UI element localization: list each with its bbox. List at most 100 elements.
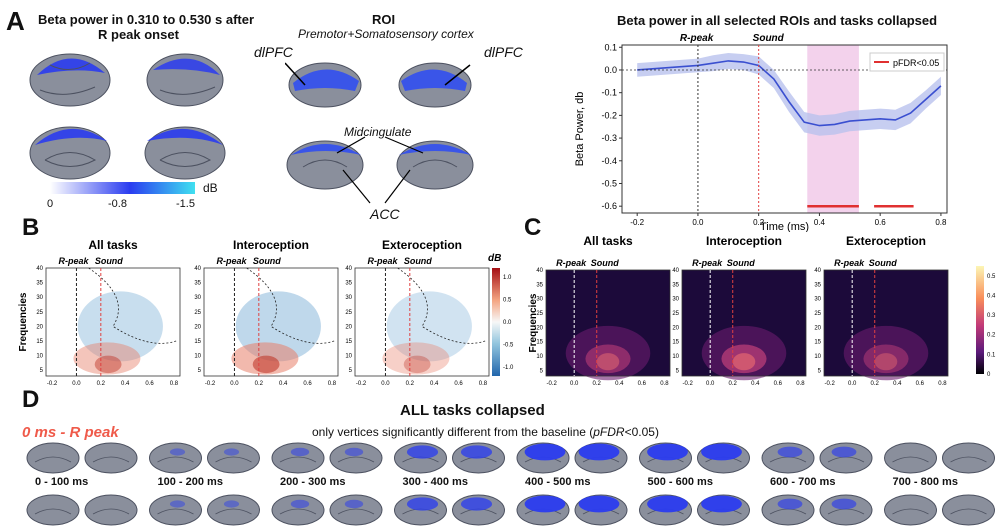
panelC-ytick-1-4: 20 bbox=[672, 325, 679, 331]
window-3-activation-2 bbox=[406, 497, 439, 511]
window-0-sulcus-0 bbox=[34, 456, 72, 463]
panelC-ytick-0-4: 20 bbox=[536, 325, 543, 331]
panelC-ytick-2-6: 10 bbox=[814, 354, 821, 360]
window-1-sulcus-2 bbox=[157, 508, 194, 515]
window-6-activation-1 bbox=[831, 446, 857, 458]
panel-a-title-line1: Beta power in 0.310 to 0.530 s after bbox=[38, 12, 255, 27]
panelC-xtick-1-1: 0.0 bbox=[706, 381, 715, 387]
panelB-xtick-2-0: -0.2 bbox=[356, 381, 367, 387]
panelC-ylabel: Frequencies bbox=[528, 293, 539, 352]
panel-d-note-italic: pFDR bbox=[593, 425, 625, 439]
panelB-frame-0 bbox=[45, 267, 181, 377]
panelC-ytick-0-5: 15 bbox=[536, 340, 543, 346]
panelC-sound-2: Sound bbox=[869, 258, 897, 268]
panelB-xtick-2-3: 0.4 bbox=[430, 381, 439, 387]
panelC-title-0: All tasks bbox=[583, 234, 633, 248]
roi-arrow-dlpfc-right bbox=[444, 64, 471, 86]
colorbar-c bbox=[976, 266, 984, 374]
window-0-brain-1 bbox=[84, 442, 138, 474]
roi-arrow-acc-right bbox=[384, 169, 411, 204]
y-tick-label-6: -0.5 bbox=[601, 178, 617, 188]
panelB-xtick-2-5: 0.8 bbox=[479, 381, 488, 387]
panelC-xtick-1-4: 0.6 bbox=[774, 381, 783, 387]
panelB-bg-0 bbox=[46, 268, 180, 376]
panelB-blue-blob-0 bbox=[77, 291, 163, 362]
roi-brain-medial-right bbox=[396, 140, 474, 190]
panelC-xtick-1-0: -0.2 bbox=[682, 381, 693, 387]
panelB-ytick-2-2: 30 bbox=[345, 295, 352, 301]
panelC-ytick-0-3: 25 bbox=[536, 311, 543, 317]
panelB-ytick-1-4: 20 bbox=[194, 324, 201, 330]
panelC-core-0 bbox=[596, 353, 620, 371]
window-0-brain-0 bbox=[26, 442, 80, 474]
window-label-5: 500 - 600 ms bbox=[647, 476, 713, 488]
window-4-activation-2 bbox=[524, 495, 566, 513]
window-2-activation-3 bbox=[344, 499, 364, 509]
y-tick-label-0: 0.1 bbox=[604, 42, 617, 52]
panelB-xtick-2-2: 0.2 bbox=[406, 381, 415, 387]
window-5-activation-2 bbox=[647, 495, 688, 513]
panelC-xtick-2-3: 0.4 bbox=[893, 381, 902, 387]
roi-brains bbox=[285, 62, 474, 204]
colorbar-a bbox=[50, 182, 195, 194]
panelC-ytick-0-2: 30 bbox=[536, 297, 543, 303]
panelC-ytick-1-2: 30 bbox=[672, 297, 679, 303]
panelB-ytick-1-1: 35 bbox=[194, 281, 201, 287]
window-2-sulcus-3 bbox=[337, 508, 375, 515]
x-tick-label-1: 0.0 bbox=[692, 218, 704, 227]
window-7-brain-0 bbox=[884, 442, 937, 474]
colorbar-a-tick-2: -1.5 bbox=[176, 198, 195, 210]
panelC-ytick-2-3: 25 bbox=[814, 311, 821, 317]
panelB-frame-2 bbox=[354, 267, 490, 377]
panelB-ytick-1-7: 5 bbox=[198, 368, 202, 374]
panelC-xtick-0-4: 0.6 bbox=[638, 381, 647, 387]
panelB-ytick-1-6: 10 bbox=[194, 354, 201, 360]
colorbar-c-tick-2: 0.3 bbox=[987, 313, 996, 319]
panelB-red-core-2 bbox=[403, 355, 431, 374]
window-label-2: 200 - 300 ms bbox=[280, 476, 346, 488]
window-1-sulcus-1 bbox=[215, 456, 252, 463]
panelC-rpeak-0: R-peak bbox=[556, 258, 587, 268]
panelB-ytick-2-7: 5 bbox=[349, 368, 353, 374]
panelB-ytick-0-1: 35 bbox=[36, 281, 43, 287]
window-1-brain-0 bbox=[149, 442, 202, 474]
roi-midcingulate: Midcingulate bbox=[344, 125, 412, 139]
colorbar-a-unit: dB bbox=[203, 181, 218, 195]
y-tick-label-5: -0.4 bbox=[601, 156, 617, 166]
colorbar-b-tick-2: 0.0 bbox=[503, 320, 512, 326]
panelB-rpeak-2: R-peak bbox=[367, 256, 398, 266]
panelB-xtick-1-4: 0.6 bbox=[303, 381, 312, 387]
panelC-ytick-2-5: 15 bbox=[814, 340, 821, 346]
y-tick-label-4: -0.3 bbox=[601, 133, 617, 143]
panel-d-note-prefix: only vertices significantly different fr… bbox=[312, 425, 594, 439]
window-1-sulcus-0 bbox=[157, 456, 194, 463]
panelC-ytick-2-7: 5 bbox=[818, 368, 822, 374]
panelB-ytick-0-2: 30 bbox=[36, 295, 43, 301]
beta-power-chart: Beta power in all selected ROIs and task… bbox=[565, 0, 1000, 232]
roi-acc: ACC bbox=[370, 206, 400, 222]
panelB-ytick-2-3: 25 bbox=[345, 310, 352, 316]
roi-arrow-acc-left bbox=[342, 169, 371, 204]
panelC-xtick-2-2: 0.2 bbox=[871, 381, 880, 387]
panelC-ytick-0-1: 35 bbox=[536, 282, 543, 288]
panelC-ytick-1-5: 15 bbox=[672, 340, 679, 346]
sound-label: Sound bbox=[753, 33, 785, 44]
panelB-ytick-0-5: 15 bbox=[36, 339, 43, 345]
panelB-ytick-2-6: 10 bbox=[345, 354, 352, 360]
panelC-xtick-2-0: -0.2 bbox=[824, 381, 835, 387]
roi-brain-lateral-left bbox=[288, 62, 362, 108]
window-label-3: 300 - 400 ms bbox=[402, 476, 468, 488]
panelC-ytick-0-0: 40 bbox=[536, 268, 543, 274]
window-7-brain-2 bbox=[884, 494, 937, 526]
window-2-brain-3 bbox=[329, 494, 383, 526]
y-tick-label-7: -0.6 bbox=[601, 201, 617, 211]
panelB-xtick-2-1: 0.0 bbox=[381, 381, 390, 387]
window-7-sulcus-2 bbox=[892, 508, 929, 515]
panelB-xtick-0-5: 0.8 bbox=[170, 381, 179, 387]
window-0-brain-3 bbox=[84, 494, 138, 526]
panelC-ytick-2-2: 30 bbox=[814, 297, 821, 303]
brain-medial-left bbox=[29, 126, 111, 180]
window-2-brain-1 bbox=[329, 442, 383, 474]
panelB-blue-blob-2 bbox=[386, 291, 472, 362]
colorbar-c-tick-0: 0.5 bbox=[987, 274, 996, 280]
